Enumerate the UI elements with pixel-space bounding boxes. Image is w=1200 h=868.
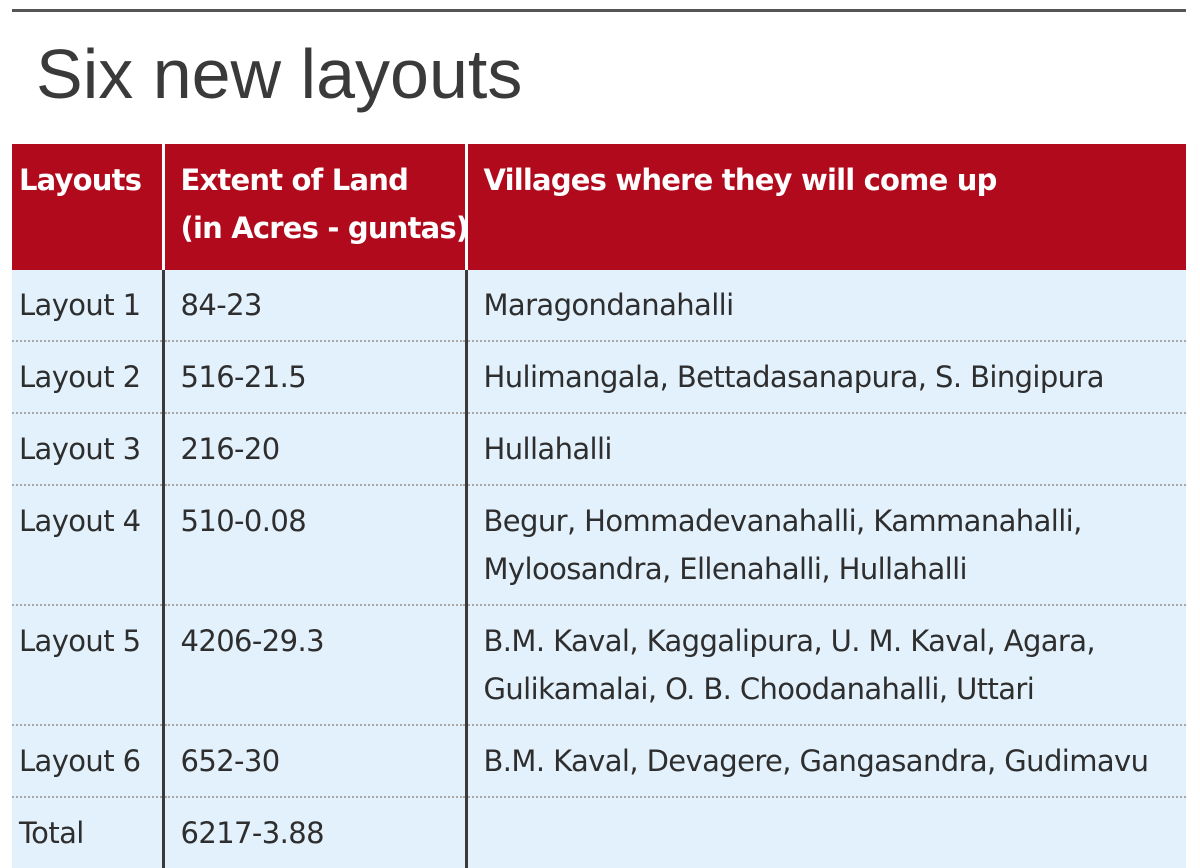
layout-cell: Layout 6 [12, 725, 165, 798]
total-row: Total 6217-3.88 [12, 797, 1186, 868]
table-row: Layout 2 516-21.5 Hulimangala, Bettadasa… [12, 341, 1186, 414]
header-row: Layouts Extent of Land (in Acres - guntas… [12, 144, 1186, 270]
layout-cell: Layout 4 [12, 485, 165, 606]
layout-cell: Layout 5 [12, 605, 165, 726]
total-label-cell: Total [12, 797, 165, 868]
table-row: Layout 3 216-20 Hullahalli [12, 413, 1186, 486]
villages-cell: Begur, Hommadevanahalli, Kammanahalli, My… [466, 485, 1186, 606]
layout-cell: Layout 3 [12, 413, 165, 486]
table-row: Layout 1 84-23 Maragondanahalli [12, 270, 1186, 342]
extent-cell: 516-21.5 [163, 341, 468, 414]
top-rule [12, 9, 1186, 12]
layout-cell: Layout 1 [12, 270, 165, 342]
chart-title: Six new layouts [36, 35, 523, 113]
villages-cell: Hulimangala, Bettadasanapura, S. Bingipu… [466, 341, 1186, 414]
layout-cell: Layout 2 [12, 341, 165, 414]
villages-cell: B.M. Kaval, Kaggalipura, U. M. Kaval, Ag… [466, 605, 1186, 726]
extent-cell: 216-20 [163, 413, 468, 486]
villages-cell: Maragondanahalli [466, 270, 1186, 342]
table-row: Layout 5 4206-29.3 B.M. Kaval, Kaggalipu… [12, 605, 1186, 726]
total-villages-cell [466, 797, 1186, 868]
column-header-layouts: Layouts [12, 144, 165, 270]
extent-cell: 652-30 [163, 725, 468, 798]
villages-cell: Hullahalli [466, 413, 1186, 486]
extent-cell: 510-0.08 [163, 485, 468, 606]
table-row: Layout 4 510-0.08 Begur, Hommadevanahall… [12, 485, 1186, 606]
column-header-villages: Villages where they will come up [466, 144, 1186, 270]
villages-cell: B.M. Kaval, Devagere, Gangasandra, Gudim… [466, 725, 1186, 798]
table-row: Layout 6 652-30 B.M. Kaval, Devagere, Ga… [12, 725, 1186, 798]
total-extent-cell: 6217-3.88 [163, 797, 468, 868]
extent-cell: 4206-29.3 [163, 605, 468, 726]
extent-cell: 84-23 [163, 270, 468, 342]
layouts-table: Layouts Extent of Land (in Acres - guntas… [12, 144, 1186, 868]
column-header-extent: Extent of Land (in Acres - guntas) [163, 144, 469, 270]
